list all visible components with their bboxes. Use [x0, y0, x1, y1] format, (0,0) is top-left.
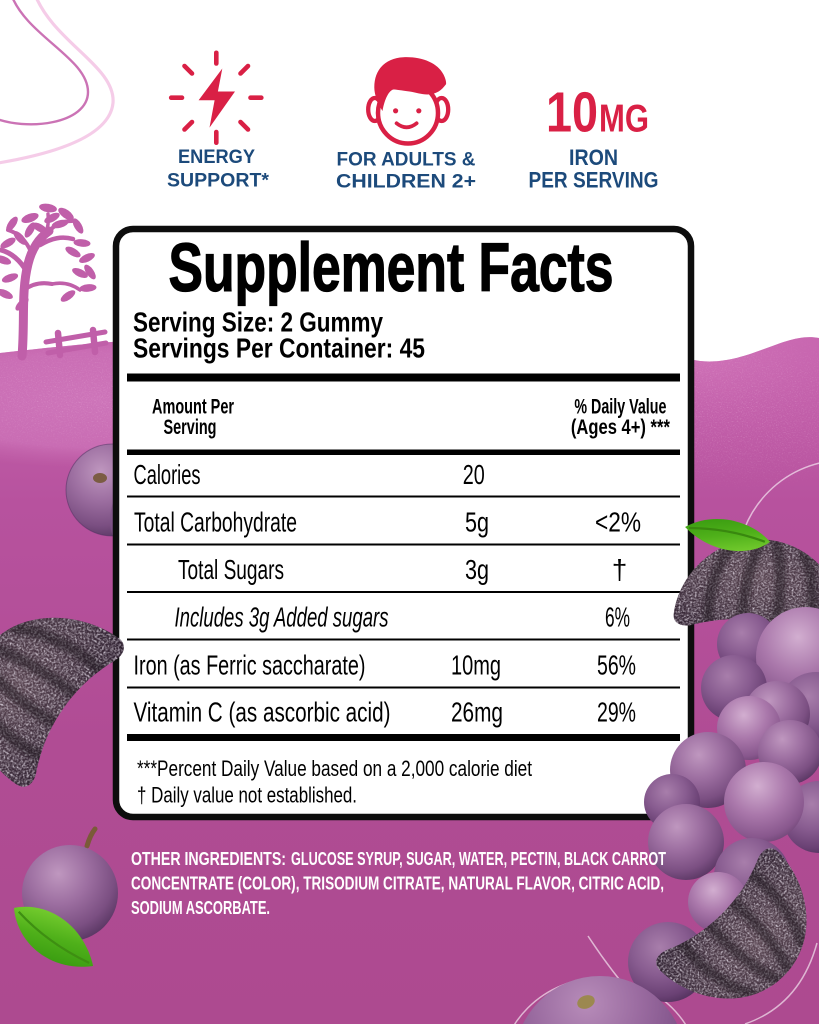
- svg-text:SODIUM ASCORBATE.: SODIUM ASCORBATE.: [131, 897, 270, 918]
- svg-text:† Daily value not established.: † Daily value not established.: [137, 783, 357, 808]
- svg-text:IRON: IRON: [569, 145, 618, 170]
- svg-text:Serving Size: 2 Gummy: Serving Size: 2 Gummy: [133, 307, 383, 338]
- svg-text:GLUCOSE SYRUP, SUGAR, WATER, P: GLUCOSE SYRUP, SUGAR, WATER, PECTIN, BLA…: [291, 848, 666, 869]
- svg-text:6%: 6%: [605, 602, 630, 633]
- svg-text:MG: MG: [599, 98, 649, 141]
- svg-text:<2%: <2%: [595, 507, 641, 538]
- svg-text:***Percent Daily Value based o: ***Percent Daily Value based on a 2,000 …: [137, 756, 532, 781]
- svg-text:Serving: Serving: [164, 416, 217, 439]
- svg-text:†: †: [612, 554, 628, 585]
- svg-text:29%: 29%: [597, 697, 636, 728]
- svg-text:ENERGY: ENERGY: [178, 147, 255, 168]
- svg-text:Includes 3g Added sugars: Includes 3g Added sugars: [175, 602, 389, 633]
- svg-text:Supplement Facts: Supplement Facts: [169, 229, 614, 306]
- svg-text:SUPPORT*: SUPPORT*: [167, 170, 270, 191]
- svg-text:CHILDREN 2+: CHILDREN 2+: [336, 172, 476, 193]
- svg-text:Total Carbohydrate: Total Carbohydrate: [134, 507, 297, 538]
- svg-text:OTHER INGREDIENTS:: OTHER INGREDIENTS:: [131, 848, 286, 869]
- svg-text:3g: 3g: [465, 554, 489, 585]
- svg-text:20: 20: [463, 459, 485, 490]
- svg-text:10mg: 10mg: [451, 650, 501, 681]
- svg-text:56%: 56%: [597, 650, 636, 681]
- svg-text:26mg: 26mg: [451, 697, 503, 728]
- svg-text:Calories: Calories: [134, 459, 201, 490]
- svg-text:Amount Per: Amount Per: [152, 396, 234, 419]
- svg-text:Servings Per Container: 45: Servings Per Container: 45: [133, 333, 425, 364]
- svg-text:Iron (as Ferric saccharate): Iron (as Ferric saccharate): [134, 650, 366, 681]
- svg-text:PER SERVING: PER SERVING: [529, 168, 659, 193]
- svg-text:10: 10: [546, 81, 598, 145]
- svg-text:FOR ADULTS &: FOR ADULTS &: [337, 150, 476, 171]
- svg-text:Total Sugars: Total Sugars: [178, 554, 284, 585]
- svg-text:Vitamin C (as ascorbic acid): Vitamin C (as ascorbic acid): [134, 697, 391, 728]
- svg-text:(Ages 4+) ***: (Ages 4+) ***: [571, 416, 671, 439]
- svg-text:5g: 5g: [465, 507, 489, 538]
- svg-text:CONCENTRATE (COLOR), TRISODIUM: CONCENTRATE (COLOR), TRISODIUM CITRATE, …: [131, 873, 664, 894]
- svg-text:% Daily Value: % Daily Value: [574, 396, 666, 419]
